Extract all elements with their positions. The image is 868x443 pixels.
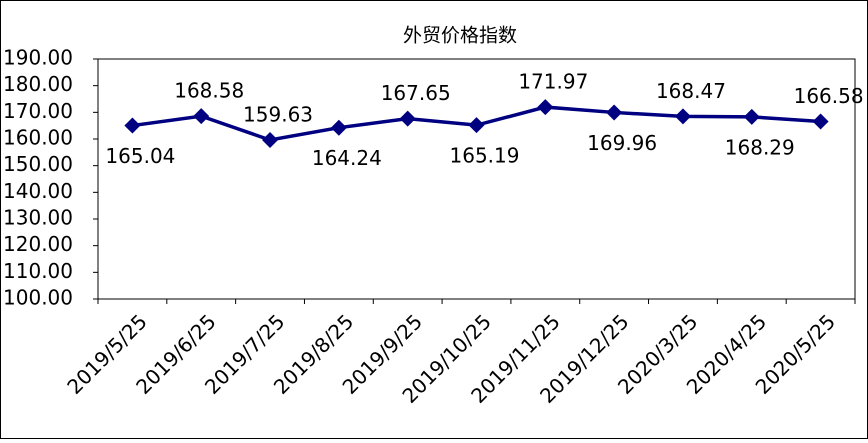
y-tick-label: 100.00	[3, 286, 73, 310]
chart-title: 外贸价格指数	[403, 25, 517, 47]
data-label: 165.04	[105, 144, 175, 168]
y-tick-label: 190.00	[3, 46, 73, 70]
y-tick-label: 170.00	[3, 99, 73, 123]
marker	[330, 119, 347, 136]
y-tick-label: 130.00	[3, 206, 73, 230]
data-label: 171.97	[518, 70, 588, 94]
data-label: 168.47	[656, 79, 726, 103]
marker	[193, 108, 210, 125]
data-label: 167.65	[381, 81, 451, 105]
marker	[537, 99, 554, 116]
marker	[468, 117, 485, 134]
y-tick-label: 180.00	[3, 72, 73, 96]
y-tick-label: 140.00	[3, 179, 73, 203]
marker	[743, 108, 760, 125]
data-label: 168.58	[174, 79, 244, 103]
marker	[812, 113, 829, 130]
plot-area	[97, 58, 856, 300]
data-label: 169.96	[587, 131, 657, 155]
data-label: 159.63	[243, 102, 313, 126]
y-tick-label: 110.00	[3, 259, 73, 283]
data-label: 164.24	[312, 146, 382, 170]
data-label: 165.19	[450, 144, 520, 168]
y-tick-label: 160.00	[3, 126, 73, 150]
data-label: 168.29	[725, 135, 795, 159]
marker	[124, 117, 141, 134]
marker	[606, 104, 623, 121]
marker	[262, 131, 279, 148]
marker	[399, 110, 416, 127]
marker	[674, 108, 691, 125]
y-tick-label: 120.00	[3, 232, 73, 256]
y-tick-label: 150.00	[3, 152, 73, 176]
data-label: 166.58	[794, 84, 864, 108]
